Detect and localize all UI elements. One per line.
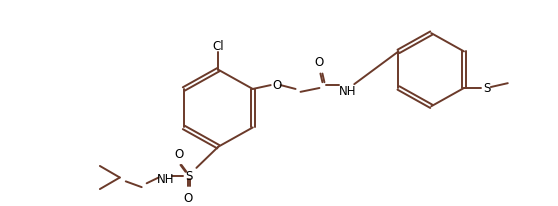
Text: S: S (185, 169, 192, 182)
Text: NH: NH (157, 172, 174, 185)
Text: O: O (174, 147, 183, 160)
Text: O: O (184, 191, 193, 204)
Text: S: S (483, 82, 490, 95)
Text: O: O (272, 78, 281, 91)
Text: Cl: Cl (213, 40, 224, 53)
Text: O: O (315, 56, 324, 69)
Text: NH: NH (339, 85, 356, 98)
